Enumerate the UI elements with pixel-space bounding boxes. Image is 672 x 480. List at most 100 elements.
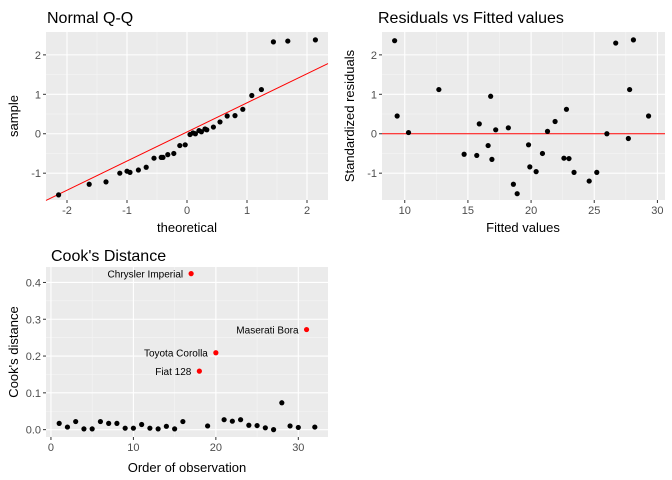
cooks-point	[172, 426, 178, 432]
cooks-point	[73, 418, 79, 425]
qq-point	[86, 181, 92, 187]
qq-point	[190, 130, 196, 136]
qq-ytick-label: 1	[35, 89, 41, 101]
residuals-ytick-label: 0	[371, 129, 377, 141]
residuals-point	[405, 129, 412, 136]
qq-xtick-label: -2	[62, 205, 72, 217]
residuals-point	[586, 178, 592, 184]
qq-xtick-label: 2	[304, 205, 310, 217]
residuals-point	[571, 169, 577, 175]
residuals-ylabel: Standardized residuals	[342, 49, 357, 182]
cooks-point	[81, 426, 87, 432]
residuals-point	[474, 152, 480, 159]
qq-point	[143, 164, 149, 170]
qq-xlabel: theoretical	[157, 220, 217, 235]
qq-title: Normal Q-Q	[47, 10, 133, 27]
qq-point	[285, 38, 291, 44]
residuals-ytick-label: 2	[371, 50, 377, 62]
residuals-point	[625, 135, 631, 142]
residuals-ytick-label: -1	[367, 168, 377, 180]
qq-point	[124, 168, 130, 174]
cooks-panel-background	[46, 267, 328, 437]
qq-plot-panel: -2 -1 0 1 2 -1 0 1 2 Normal Q-Q theoretical samp…	[6, 10, 329, 235]
residuals-point	[489, 156, 495, 162]
cooks-point	[246, 422, 252, 428]
residuals-xtick-label: 25	[588, 205, 600, 217]
qq-point	[171, 150, 177, 157]
qq-xtick-label: 0	[184, 205, 190, 217]
qq-point	[249, 92, 255, 99]
qq-xtick-label: 1	[244, 205, 250, 217]
qq-point	[160, 154, 166, 161]
residuals-point	[566, 155, 572, 162]
residuals-point	[561, 155, 567, 161]
residuals-point	[476, 121, 482, 127]
residuals-point	[505, 125, 511, 131]
cooks-title: Cook's Distance	[51, 248, 166, 265]
cooks-point	[106, 420, 112, 426]
residuals-xtick-label: 20	[525, 205, 537, 217]
cooks-point	[287, 423, 293, 429]
cooks-point	[188, 271, 194, 277]
qq-point	[196, 127, 202, 134]
residuals-point	[552, 118, 558, 125]
cooks-point	[180, 418, 186, 425]
cooks-ytick-label: 0.1	[26, 388, 41, 400]
cooks-point	[139, 421, 145, 428]
residuals-point	[485, 142, 491, 149]
residuals-point	[613, 40, 619, 46]
residuals-xtick-label: 30	[651, 205, 663, 217]
residuals-xtick-label: 15	[462, 205, 474, 217]
residuals-point	[627, 86, 633, 93]
qq-point	[202, 126, 208, 132]
residuals-point	[630, 37, 637, 43]
qq-point	[135, 167, 141, 173]
residuals-panel-background	[382, 32, 665, 200]
qq-point	[232, 113, 238, 119]
qq-ytick-label: -1	[31, 168, 41, 180]
cooks-point	[279, 400, 285, 406]
cooks-point	[312, 424, 318, 430]
cooks-ytick-label: 0.3	[26, 314, 41, 326]
cooks-point	[155, 426, 161, 432]
cooks-point	[97, 418, 104, 425]
qq-ytick-label: 2	[35, 50, 41, 62]
qq-point	[270, 39, 276, 45]
residuals-plot-panel: 10 15 20 25 30 -1 0 1 2 Residuals vs Fitted valu…	[342, 10, 665, 235]
residuals-point	[394, 113, 400, 119]
qq-point	[210, 124, 216, 130]
cooks-ylabel: Cook's distance	[6, 306, 21, 397]
cooks-ytick-label: 0.4	[26, 277, 41, 289]
cooks-xlabel: Order of observation	[128, 460, 247, 475]
qq-xtick-label: -1	[122, 205, 132, 217]
cooks-xtick-label: 20	[210, 442, 222, 454]
cooks-ytick-label: 0.2	[26, 351, 41, 363]
cooks-point	[270, 427, 277, 433]
residuals-point	[594, 169, 600, 175]
residuals-point	[514, 191, 520, 197]
cooks-point	[254, 422, 260, 429]
cooks-point	[303, 326, 310, 333]
cooks-annotation: Maserati Bora	[236, 326, 299, 337]
residuals-ytick-label: 1	[371, 89, 377, 101]
cooks-point	[229, 418, 235, 424]
cooks-annotation: Toyota Corolla	[144, 349, 208, 360]
cooks-point	[205, 423, 211, 429]
residuals-point	[645, 113, 652, 119]
qq-point	[56, 192, 62, 198]
cooks-point	[114, 420, 120, 426]
cooks-point	[237, 417, 244, 423]
residuals-point	[539, 150, 546, 157]
qq-point	[312, 37, 318, 43]
qq-point	[258, 86, 264, 93]
cooks-point	[64, 424, 71, 430]
qq-point	[165, 152, 171, 158]
residuals-point	[461, 151, 467, 157]
residuals-point	[510, 181, 516, 187]
qq-point	[224, 113, 230, 119]
residuals-point	[544, 128, 551, 134]
residuals-point	[604, 131, 610, 137]
qq-point	[117, 170, 123, 176]
qq-reference-line	[45, 63, 329, 201]
